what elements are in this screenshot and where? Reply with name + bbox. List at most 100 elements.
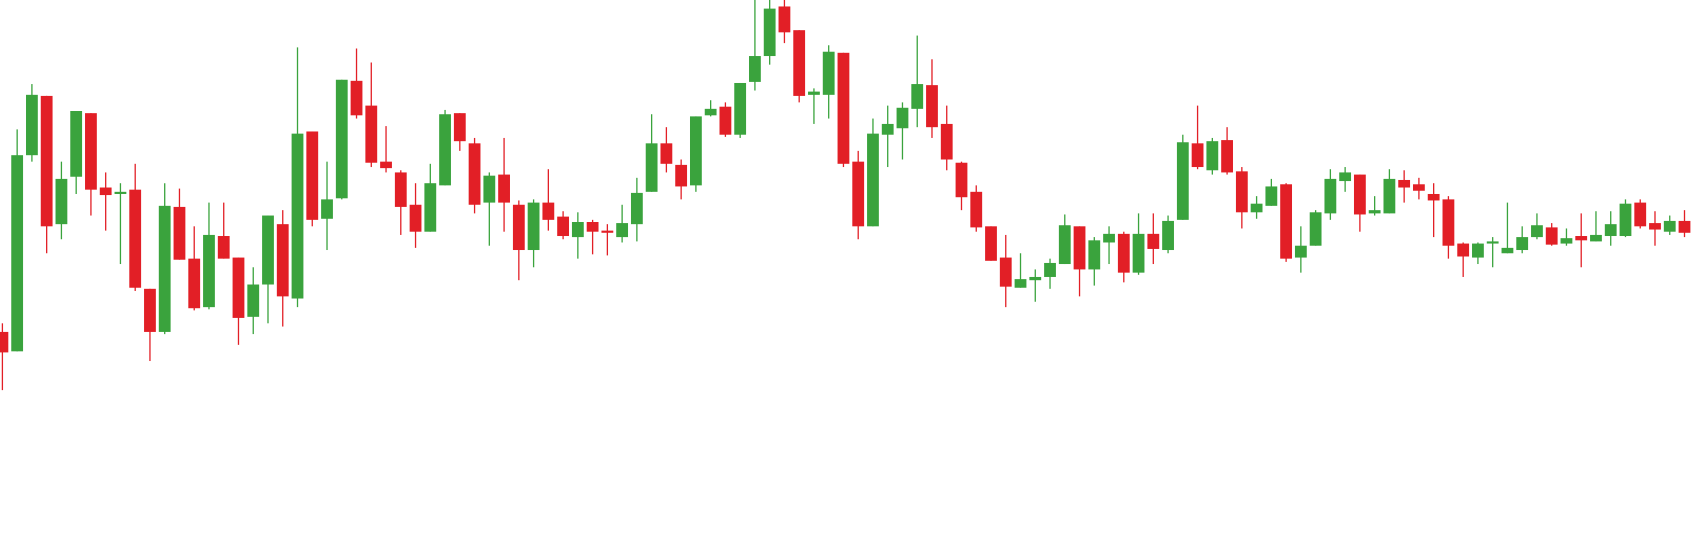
candle-body: [1073, 226, 1086, 270]
candle-body: [719, 106, 732, 135]
candle-body: [867, 133, 879, 227]
candle-body: [188, 258, 201, 309]
candle-body: [276, 224, 289, 297]
candle-body: [940, 123, 953, 160]
candle-body: [203, 234, 215, 308]
candle-body: [1235, 171, 1248, 213]
candle-body: [911, 84, 924, 109]
candle-body: [734, 82, 747, 135]
candle-body: [1398, 179, 1411, 188]
candle-body: [793, 30, 806, 96]
candle-body: [586, 222, 599, 232]
candle-body: [985, 226, 997, 261]
candle-body: [1250, 203, 1263, 213]
candle-body: [1353, 174, 1366, 215]
candle-body: [1545, 227, 1558, 245]
candle-body: [55, 178, 68, 225]
candle-body: [335, 79, 348, 199]
candle-body: [1427, 193, 1440, 201]
candle-body: [129, 189, 142, 288]
candle-body: [1339, 172, 1352, 182]
candle-body: [1044, 262, 1056, 277]
candle-body: [1649, 223, 1661, 230]
candle-body: [498, 174, 510, 203]
candle-body: [85, 113, 97, 190]
candle-body: [1472, 243, 1484, 258]
candle-body: [1147, 233, 1160, 249]
candle-body: [852, 161, 865, 227]
candle-body: [144, 288, 156, 332]
candle-body: [350, 80, 363, 116]
candle-body: [675, 164, 688, 187]
candle-body: [1324, 178, 1337, 214]
candle-body: [1206, 141, 1219, 171]
candle-body: [527, 202, 540, 251]
candle-body: [1162, 220, 1174, 251]
candle-body: [955, 162, 968, 198]
candle-body: [1103, 233, 1115, 243]
candle-body: [749, 56, 761, 82]
candle-body: [11, 155, 24, 352]
candle-body: [630, 192, 643, 225]
candle-body: [542, 202, 555, 220]
candle-body: [394, 172, 407, 207]
candle-body: [881, 123, 894, 135]
candle-body: [262, 215, 274, 285]
candle-body: [173, 206, 186, 260]
candle-body: [26, 94, 38, 156]
candle-body: [365, 105, 378, 163]
candle-body: [453, 113, 466, 142]
candle-body: [217, 236, 230, 259]
candle-body: [1176, 142, 1189, 220]
candle-body: [1413, 184, 1425, 191]
candle-body: [114, 191, 127, 194]
candle-body: [380, 161, 392, 169]
candle-body: [1191, 143, 1204, 168]
candle-body: [557, 216, 570, 237]
candle-body: [1058, 225, 1071, 265]
candle-body: [70, 111, 83, 177]
candle-body: [1486, 241, 1499, 244]
candle-body: [1678, 220, 1691, 233]
candle-body: [1309, 212, 1322, 246]
candle-body: [601, 230, 614, 233]
candle-body: [247, 284, 260, 317]
candle-body: [1516, 237, 1529, 251]
candle-body: [1368, 210, 1381, 214]
candle-body: [306, 131, 319, 220]
candle-body: [1117, 233, 1130, 273]
candle-body: [1442, 199, 1455, 246]
candle-body: [1560, 238, 1573, 244]
candle-body: [645, 143, 658, 192]
candle-body: [40, 95, 53, 227]
candle-body: [1531, 225, 1543, 238]
candle-body: [409, 204, 422, 232]
candle-body: [1014, 279, 1027, 288]
candle-body: [1663, 220, 1676, 232]
candle-body: [158, 205, 171, 332]
candle-body: [424, 183, 437, 232]
candle-body: [99, 187, 112, 196]
candle-body: [822, 51, 835, 95]
candle-body: [704, 108, 717, 116]
candle-body: [999, 257, 1012, 287]
candle-body: [1280, 184, 1293, 259]
candle-body: [468, 143, 481, 205]
candle-body: [1619, 203, 1632, 237]
candle-body: [1383, 178, 1396, 214]
candle-body: [1457, 243, 1470, 257]
candle-body: [778, 6, 791, 33]
candle-body: [232, 257, 245, 318]
candle-body: [763, 8, 776, 57]
candle-body: [291, 133, 304, 299]
candle-body: [926, 85, 938, 128]
candle-body: [1088, 240, 1101, 270]
candle-body: [837, 52, 850, 164]
candle-body: [1575, 236, 1588, 241]
candle-body: [1132, 233, 1145, 273]
candle-body: [970, 191, 983, 228]
candle-body: [571, 222, 584, 238]
candle-body: [512, 204, 525, 251]
